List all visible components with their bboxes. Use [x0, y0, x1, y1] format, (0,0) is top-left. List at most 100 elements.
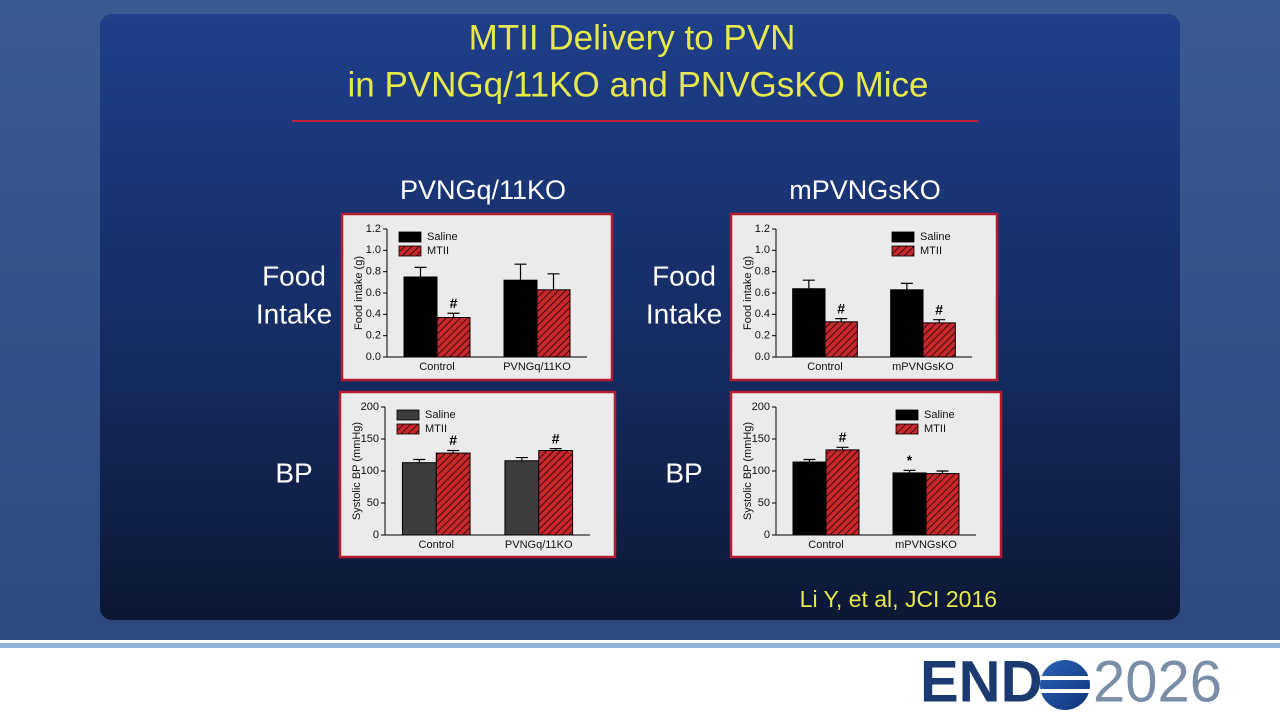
y-tick-label: 0.0	[755, 351, 770, 363]
row-label: Food	[652, 260, 716, 291]
citation: Li Y, et al, JCI 2016	[800, 586, 997, 612]
y-tick-label: 150	[752, 433, 770, 445]
error-bar	[836, 446, 849, 450]
y-tick-label: 1.2	[366, 223, 381, 235]
row-label: BP	[665, 457, 702, 488]
error-bar	[933, 319, 946, 323]
x-tick-label: Control	[808, 539, 843, 551]
y-tick-label: 0	[373, 529, 379, 541]
error-bar	[835, 318, 848, 322]
y-tick-label: 0.8	[366, 266, 381, 278]
row-label: BP	[275, 457, 312, 488]
significance-mark: #	[935, 301, 943, 317]
error-bar	[413, 458, 426, 463]
error-bar	[903, 469, 916, 473]
row-label: Food	[262, 260, 326, 291]
y-axis-label: Systolic BP (mmHg)	[742, 422, 754, 520]
x-tick-label: Control	[419, 361, 454, 373]
legend-swatch	[396, 423, 420, 435]
row-label: Intake	[256, 298, 332, 329]
bar	[890, 289, 924, 358]
legend-label: MTII	[427, 245, 449, 257]
chart-frame	[729, 212, 999, 382]
column-header: PVNGq/11KO	[400, 175, 566, 205]
bar	[892, 472, 927, 536]
bar	[792, 461, 827, 536]
error-bar	[900, 282, 913, 290]
y-tick-label: 100	[752, 465, 770, 477]
footer-rule	[0, 643, 1280, 648]
significance-mark: #	[449, 432, 457, 448]
error-bar	[514, 263, 527, 281]
legend-label: Saline	[425, 409, 456, 421]
bar	[825, 449, 860, 536]
y-axis-label: Systolic BP (mmHg)	[351, 422, 363, 520]
y-tick-label: 50	[367, 497, 379, 509]
y-tick-label: 200	[361, 401, 379, 413]
legend-swatch	[396, 409, 420, 421]
error-bar	[414, 266, 427, 277]
legend-label: Saline	[924, 409, 955, 421]
y-tick-label: 0.0	[366, 351, 381, 363]
error-bar	[549, 448, 562, 451]
bar	[435, 452, 471, 536]
x-tick-label: Control	[419, 539, 454, 551]
significance-mark: #	[839, 429, 847, 445]
bar	[925, 473, 960, 536]
chart-frame	[338, 390, 617, 559]
error-bar	[547, 273, 560, 290]
y-tick-label: 0.2	[366, 330, 381, 342]
y-tick-label: 50	[758, 497, 770, 509]
error-bar	[936, 470, 949, 474]
bar	[403, 276, 438, 358]
legend-label: MTII	[920, 245, 942, 257]
chart-frame	[340, 212, 614, 382]
bar	[536, 289, 571, 358]
legend-label: MTII	[924, 423, 946, 435]
legend-swatch	[398, 231, 422, 243]
y-tick-label: 150	[361, 433, 379, 445]
x-tick-label: PVNGq/11KO	[503, 361, 571, 373]
significance-mark: #	[450, 295, 458, 311]
y-tick-label: 100	[361, 465, 379, 477]
bar	[504, 460, 540, 536]
error-bar	[802, 279, 815, 289]
bar	[503, 279, 538, 358]
significance-mark: #	[552, 430, 560, 446]
logo-text: 2026	[1093, 649, 1222, 714]
legend-swatch	[895, 423, 919, 435]
y-tick-label: 1.0	[366, 244, 381, 256]
y-tick-label: 0.8	[755, 266, 770, 278]
x-tick-label: mPVNGsKO	[895, 539, 957, 551]
significance-mark: #	[837, 300, 845, 316]
bar	[824, 321, 858, 358]
chart-frame	[729, 390, 1003, 559]
error-bar	[447, 449, 460, 454]
x-tick-label: mPVNGsKO	[892, 361, 954, 373]
legend-label: Saline	[427, 231, 458, 243]
legend-swatch	[398, 245, 422, 257]
y-tick-label: 0.4	[366, 308, 381, 320]
y-tick-label: 0	[764, 529, 770, 541]
y-tick-label: 0.4	[755, 308, 770, 320]
error-bar	[803, 458, 816, 463]
legend-label: MTII	[425, 423, 447, 435]
legend-swatch	[891, 231, 915, 243]
bar	[401, 462, 437, 536]
bar	[922, 322, 956, 358]
y-tick-label: 0.6	[755, 287, 770, 299]
significance-mark: *	[907, 452, 913, 468]
row-label: Intake	[646, 298, 722, 329]
x-tick-label: Control	[807, 361, 842, 373]
y-tick-label: 0.6	[366, 287, 381, 299]
logo-text: END	[920, 649, 1042, 714]
bar	[792, 288, 826, 358]
error-bar	[515, 456, 528, 461]
bar	[436, 317, 471, 358]
y-axis-label: Food intake (g)	[742, 256, 754, 330]
title-line: MTII Delivery to PVN	[469, 18, 796, 57]
y-tick-label: 0.2	[755, 330, 770, 342]
legend-swatch	[895, 409, 919, 421]
